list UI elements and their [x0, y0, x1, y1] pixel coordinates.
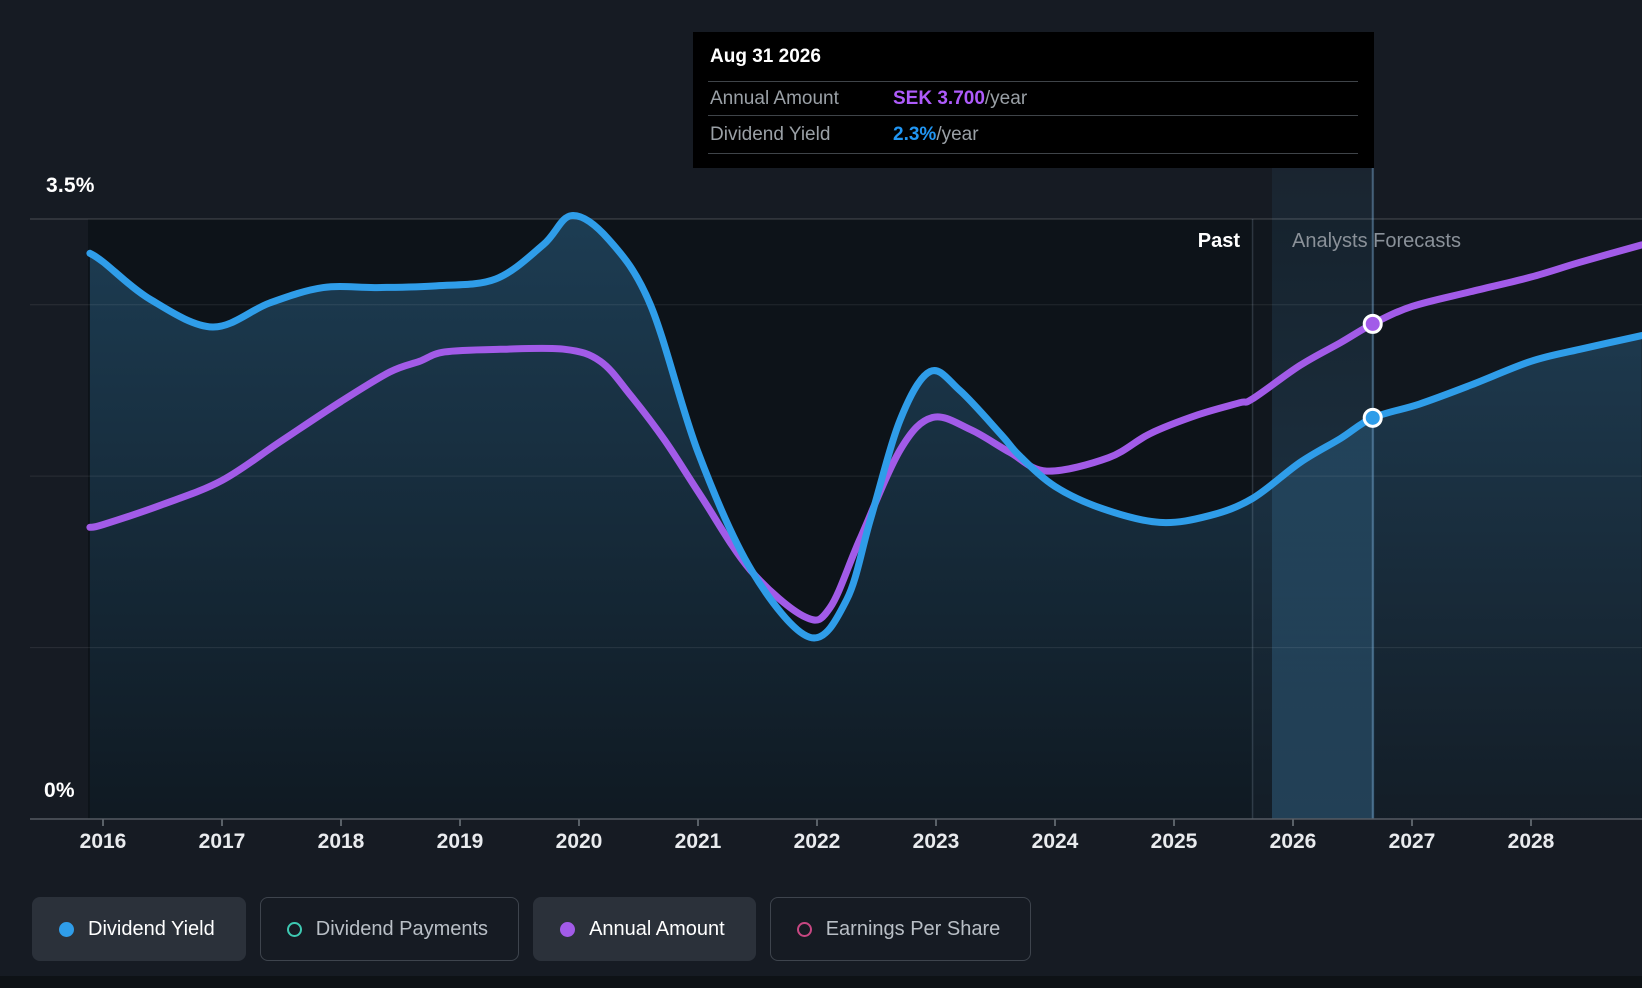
legend-label: Dividend Yield — [88, 917, 215, 940]
y-axis-max-label: 3.5% — [46, 174, 95, 197]
x-axis-label: 2020 — [555, 830, 603, 853]
legend-button-annual-amount[interactable]: Annual Amount — [533, 897, 756, 961]
x-axis-label: 2018 — [317, 830, 365, 853]
dividend-yield-dot-icon — [59, 921, 74, 937]
x-axis-label: 2017 — [198, 830, 246, 853]
tooltip-label: Annual Amount — [710, 87, 839, 109]
x-axis-label: 2024 — [1031, 830, 1079, 853]
legend-button-dividend-yield[interactable]: Dividend Yield — [32, 897, 246, 961]
past-zone-label: Past — [1197, 230, 1240, 252]
x-axis-label: 2016 — [79, 830, 127, 853]
x-axis-label: 2027 — [1388, 830, 1436, 853]
chart-legend: Dividend Yield Dividend Payments Annual … — [32, 897, 1032, 961]
tooltip-value: 2.3% — [893, 123, 937, 145]
x-axis-label: 2025 — [1150, 830, 1198, 853]
tooltip-value: SEK 3.700 — [893, 87, 985, 109]
legend-button-dividend-payments[interactable]: Dividend Payments — [259, 897, 520, 961]
footer-strip — [0, 976, 1642, 988]
chart-tooltip: Aug 31 2026 Annual Amount SEK 3.700 /yea… — [693, 32, 1374, 168]
x-axis-label: 2022 — [793, 830, 841, 853]
forecast-zone-label: Analysts Forecasts — [1292, 230, 1461, 252]
tooltip-suffix: /year — [984, 87, 1028, 109]
tooltip-suffix: /year — [936, 123, 979, 145]
annual-amount-dot-icon — [560, 921, 576, 937]
x-axis-label: 2019 — [436, 830, 484, 853]
earnings-per-share-ring-icon — [796, 921, 812, 937]
x-axis-label: 2026 — [1269, 830, 1317, 853]
hover-point-markers — [1362, 313, 1383, 428]
dividend-payments-ring-icon — [286, 921, 302, 937]
tooltip-row-dividend-yield: Dividend Yield 2.3% /year — [708, 116, 1358, 154]
dividend-yield-line — [86, 212, 1642, 642]
x-axis-ticks — [102, 819, 1532, 826]
dividend-yield-area — [89, 215, 1642, 820]
annual-amount-line — [86, 241, 1642, 624]
legend-label: Earnings Per Share — [825, 917, 1001, 940]
x-axis-label: 2021 — [674, 830, 722, 853]
x-axis-label: 2028 — [1507, 830, 1555, 853]
legend-button-earnings-per-share[interactable]: Earnings Per Share — [769, 897, 1032, 961]
tooltip-label: Dividend Yield — [710, 123, 831, 145]
tooltip-row-annual-amount: Annual Amount SEK 3.700 /year — [708, 82, 1358, 116]
x-axis-label: 2023 — [912, 830, 960, 853]
y-axis-min-label: 0% — [44, 779, 75, 802]
hover-highlight-band — [1272, 168, 1375, 819]
legend-label: Annual Amount — [589, 917, 725, 940]
legend-label: Dividend Payments — [315, 917, 489, 940]
gridlines — [30, 218, 1642, 649]
tooltip-date: Aug 31 2026 — [708, 32, 1358, 82]
